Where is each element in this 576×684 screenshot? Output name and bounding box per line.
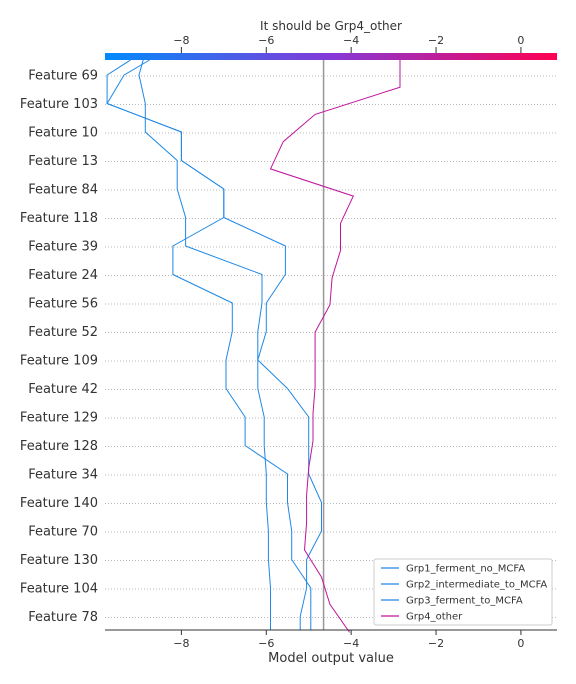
feature-label: Feature 69: [28, 69, 98, 84]
feature-label: Feature 39: [28, 240, 98, 255]
legend-entry: Grp1_ferment_no_MCFA: [406, 564, 525, 575]
bottom-tick-label: −8: [173, 637, 189, 650]
feature-label: Feature 104: [20, 582, 98, 597]
decision-lines: [106, 59, 401, 634]
feature-label: Feature 118: [20, 211, 98, 226]
series-line: [138, 59, 322, 630]
top-tick-label: 0: [517, 34, 524, 47]
bottom-tick-label: 0: [517, 637, 524, 650]
feature-label: Feature 129: [20, 411, 98, 426]
top-tick-label: −8: [173, 34, 189, 47]
series-line: [106, 59, 286, 630]
top-axis-ticks: −8 −6 −4 −2 0: [173, 34, 524, 53]
series-line: [106, 59, 312, 630]
feature-label: Feature 42: [28, 382, 98, 397]
feature-label: Feature 84: [28, 183, 98, 198]
feature-label: Feature 70: [28, 525, 98, 540]
feature-label: Feature 109: [20, 354, 98, 369]
legend: Grp1_ferment_no_MCFA Grp2_intermediate_to…: [373, 558, 553, 626]
feature-label: Feature 13: [28, 154, 98, 169]
feature-label: Feature 34: [28, 468, 98, 483]
feature-label: Feature 140: [20, 496, 98, 511]
feature-label: Feature 56: [28, 297, 98, 312]
legend-entry: Grp3_ferment_to_MCFA: [406, 596, 523, 607]
legend-entry: Grp4_other: [406, 612, 463, 623]
feature-label: Feature 130: [20, 553, 98, 568]
bottom-tick-label: −4: [343, 637, 359, 650]
chart-title: It should be Grp4_other: [260, 19, 402, 33]
feature-label: Feature 78: [28, 610, 98, 625]
feature-label: Feature 52: [28, 325, 98, 340]
feature-label: Feature 24: [28, 268, 98, 283]
top-tick-label: −6: [258, 34, 274, 47]
x-axis-label: Model output value: [268, 651, 394, 666]
bottom-tick-label: −2: [428, 637, 444, 650]
feature-label: Feature 128: [20, 439, 98, 454]
bottom-tick-label: −6: [258, 637, 274, 650]
legend-frame: [373, 558, 553, 626]
top-tick-label: −4: [343, 34, 359, 47]
legend-entry: Grp2_intermediate_to_MCFA: [406, 580, 547, 591]
bottom-axis-ticks: −8 −6 −4 −2 0: [173, 630, 524, 650]
series-line: [269, 60, 401, 634]
feature-labels: Feature 69 Feature 103 Feature 10 Feature 1…: [20, 69, 98, 626]
top-tick-label: −2: [428, 34, 444, 47]
feature-label: Feature 103: [20, 97, 98, 112]
feature-gridlines: [105, 75, 557, 618]
feature-label: Feature 10: [28, 126, 98, 141]
colorbar: [105, 53, 557, 60]
